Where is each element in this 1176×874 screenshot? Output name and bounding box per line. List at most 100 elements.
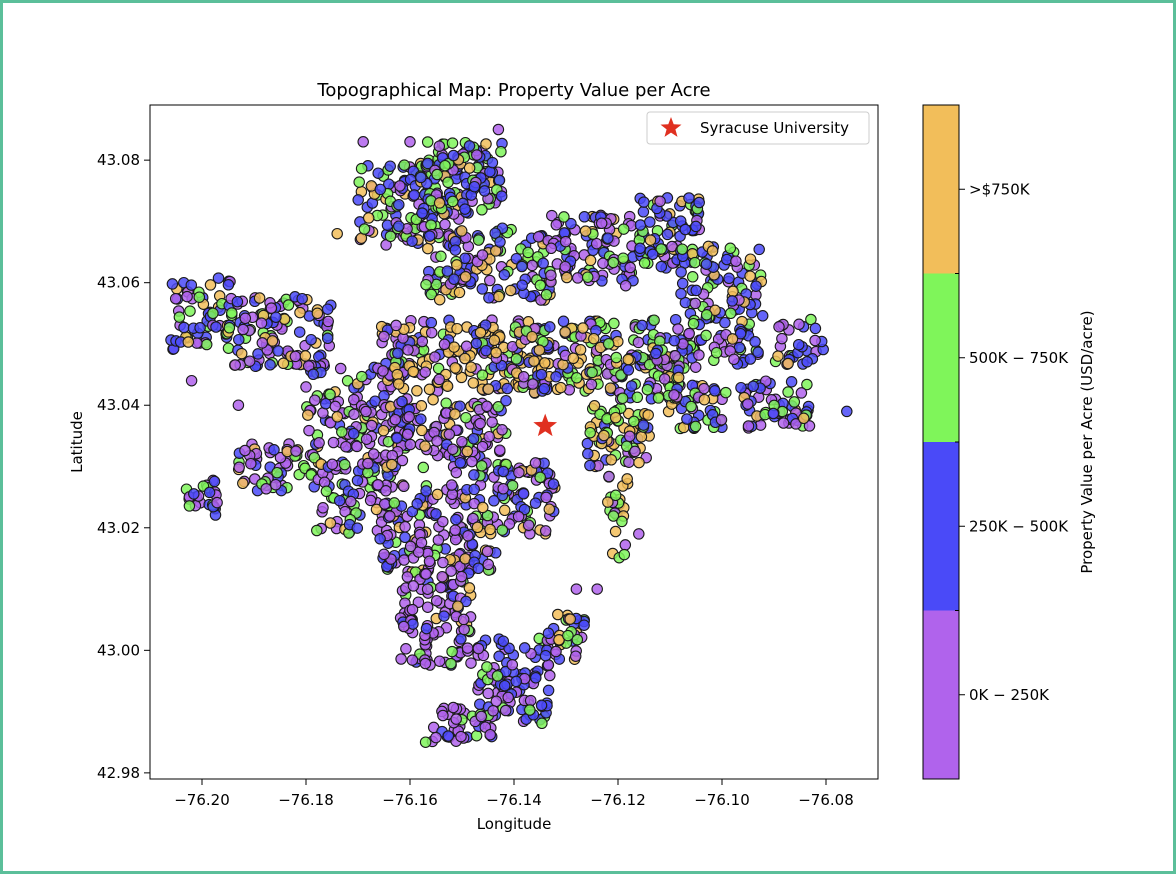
data-point xyxy=(178,321,190,334)
data-point xyxy=(607,256,620,269)
data-point xyxy=(728,353,740,366)
data-point xyxy=(463,140,476,152)
data-point xyxy=(588,332,600,345)
data-point xyxy=(676,277,689,290)
data-point xyxy=(461,445,474,458)
data-point xyxy=(374,533,386,545)
data-point xyxy=(425,316,438,329)
data-point xyxy=(333,494,346,507)
data-point xyxy=(502,691,514,704)
data-point xyxy=(724,242,737,255)
data-point xyxy=(411,385,423,397)
data-point xyxy=(749,336,761,348)
data-point xyxy=(407,365,419,378)
legend: Syracuse University xyxy=(646,111,870,145)
data-point xyxy=(380,485,392,497)
data-point xyxy=(425,219,437,231)
data-point xyxy=(602,338,615,350)
data-point xyxy=(336,426,348,438)
data-point xyxy=(449,362,461,374)
data-point xyxy=(456,435,468,448)
data-point xyxy=(564,613,576,625)
data-point xyxy=(455,570,468,583)
data-point xyxy=(571,633,584,646)
data-point xyxy=(700,329,712,342)
data-point xyxy=(782,386,794,398)
data-point xyxy=(582,448,594,460)
data-point xyxy=(809,322,822,335)
data-point xyxy=(384,230,397,243)
data-point xyxy=(734,327,747,340)
data-point xyxy=(430,731,442,744)
data-point xyxy=(393,198,405,211)
x-tick-label: −76.08 xyxy=(798,791,854,809)
data-point xyxy=(516,279,528,291)
data-point xyxy=(391,368,404,381)
data-point xyxy=(300,381,312,393)
data-point xyxy=(635,431,648,443)
x-axis-label: Longitude xyxy=(477,815,552,833)
data-point xyxy=(510,675,522,688)
data-point xyxy=(416,335,429,348)
data-point xyxy=(578,211,591,223)
data-point xyxy=(637,206,650,218)
data-point xyxy=(465,361,477,373)
data-point xyxy=(793,318,805,331)
data-point xyxy=(481,545,494,558)
data-point xyxy=(622,353,634,366)
data-point xyxy=(448,341,460,353)
data-point xyxy=(668,389,680,401)
data-point xyxy=(609,489,622,502)
data-point xyxy=(499,704,512,717)
data-point xyxy=(233,461,245,474)
data-point xyxy=(468,180,481,193)
data-point xyxy=(457,613,470,626)
data-point xyxy=(644,216,656,228)
data-point xyxy=(492,401,505,413)
data-point xyxy=(524,694,537,707)
data-point xyxy=(377,365,389,377)
data-point xyxy=(686,271,699,283)
data-point xyxy=(379,498,391,510)
data-point xyxy=(534,471,546,484)
colorbar-tick-label: 500K − 750K xyxy=(969,349,1069,367)
data-point xyxy=(595,217,608,230)
data-point xyxy=(616,515,628,528)
data-point xyxy=(529,457,542,469)
data-point xyxy=(194,322,206,334)
data-point xyxy=(700,258,713,270)
data-point xyxy=(633,528,645,540)
data-point xyxy=(313,437,325,449)
data-point xyxy=(585,378,598,391)
data-point xyxy=(425,326,438,339)
data-point xyxy=(459,352,471,365)
data-point xyxy=(617,223,630,235)
data-point xyxy=(607,510,620,522)
data-point xyxy=(433,373,445,386)
data-point xyxy=(481,400,493,413)
data-point xyxy=(539,649,552,662)
data-point xyxy=(535,368,548,381)
data-point xyxy=(360,405,372,418)
data-point xyxy=(351,474,364,487)
data-point xyxy=(331,411,344,423)
data-point xyxy=(329,400,342,413)
data-point xyxy=(690,284,702,297)
data-point xyxy=(482,558,495,571)
data-point xyxy=(497,465,510,478)
data-point xyxy=(398,480,410,493)
data-point xyxy=(271,466,283,479)
data-point xyxy=(446,195,459,208)
data-point xyxy=(416,207,428,219)
data-point xyxy=(476,249,489,261)
data-point xyxy=(735,381,747,394)
data-point xyxy=(415,536,428,549)
data-point xyxy=(540,491,552,504)
data-point xyxy=(395,653,407,665)
data-point xyxy=(404,136,416,148)
data-point xyxy=(440,397,452,409)
data-point xyxy=(495,145,507,158)
data-point xyxy=(183,500,196,512)
data-point xyxy=(588,400,601,412)
data-point xyxy=(185,279,198,291)
